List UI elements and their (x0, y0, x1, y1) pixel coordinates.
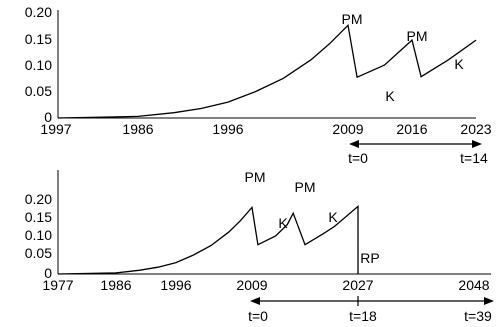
top-y-tick-label: 0.20 (25, 4, 52, 20)
top-annotation-pm-2: PM (407, 28, 428, 44)
top-x-tick-label: 1996 (212, 121, 243, 137)
bottom-annotation-k-2: K (328, 209, 338, 225)
top-y-tick-label: 0 (44, 109, 52, 125)
top-series-line (57, 23, 477, 119)
top-y-tick-label: 0.15 (25, 31, 52, 47)
bottom-x-tick-label: 1986 (100, 277, 131, 293)
top-y-tick-label: 0.10 (25, 57, 52, 73)
bottom-panel: 0.20 0.15 0.10 0.05 0 1977 1986 1996 200… (25, 169, 494, 324)
bottom-x-tick-label: 2027 (342, 277, 373, 293)
bottom-y-tick-label: 0.15 (25, 209, 52, 225)
top-panel: 0.20 0.15 0.10 0.05 0 1997 1986 1996 200… (25, 4, 492, 166)
top-x-tick-label: 2023 (460, 121, 491, 137)
bottom-time-marker-start: t=0 (248, 308, 268, 324)
bottom-time-arrow-left-head (250, 297, 260, 305)
top-time-marker-start: t=0 (348, 150, 368, 166)
bottom-y-tick-label: 0.05 (25, 245, 52, 261)
bottom-time-marker-end: t=39 (464, 308, 492, 324)
top-x-tick-label: 1997 (40, 121, 71, 137)
bottom-y-tick-label: 0.10 (25, 227, 52, 243)
top-time-arrow-left-head (349, 140, 359, 148)
top-x-tick-label: 1986 (122, 121, 153, 137)
bottom-x-tick-label: 1996 (160, 277, 191, 293)
bottom-y-tick-label: 0.20 (25, 191, 52, 207)
bottom-x-tick-label: 2009 (236, 277, 267, 293)
bottom-time-marker-mid: t=18 (349, 308, 377, 324)
bottom-annotation-k-1: K (278, 215, 288, 231)
bottom-annotation-rp: RP (360, 250, 379, 266)
top-x-tick-label: 2016 (396, 121, 427, 137)
top-x-tick-label: 2009 (332, 121, 363, 137)
bottom-time-arrow-right-head (484, 297, 494, 305)
bottom-series-line (57, 204, 359, 275)
top-annotation-k-1: K (385, 88, 395, 104)
bottom-x-tick-label: 2048 (458, 277, 489, 293)
top-annotation-k-2: K (454, 56, 464, 72)
bottom-x-tick-label: 1977 (42, 277, 73, 293)
top-y-tick-label: 0.05 (25, 83, 52, 99)
top-time-marker-end: t=14 (460, 150, 488, 166)
bottom-annotation-pm-1: PM (245, 169, 266, 185)
top-annotation-pm-1: PM (342, 11, 363, 27)
top-time-arrow-right-head (472, 140, 482, 148)
bottom-annotation-pm-2: PM (295, 179, 316, 195)
bottom-y-tick-label: 0 (44, 265, 52, 281)
